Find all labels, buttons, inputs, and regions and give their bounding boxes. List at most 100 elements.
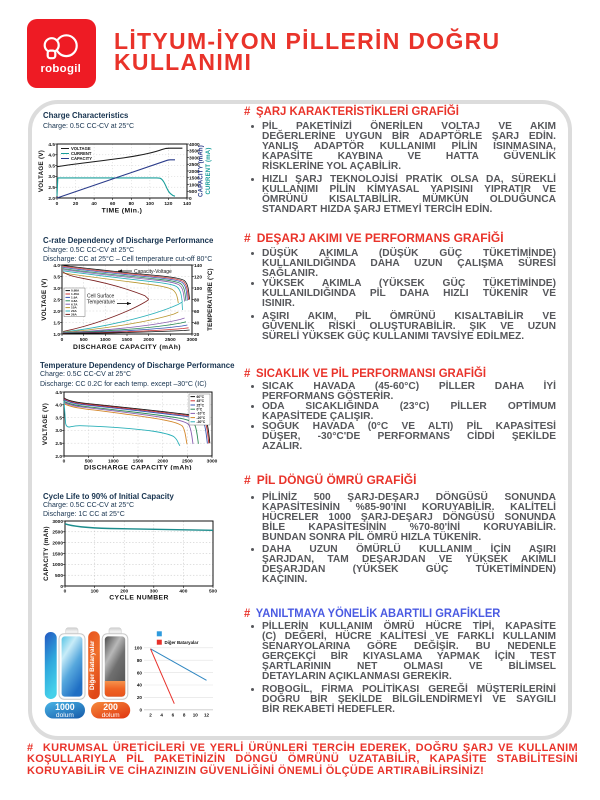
svg-text:Temperature: Temperature <box>87 300 115 306</box>
svg-text:4.0: 4.0 <box>55 403 62 409</box>
svg-text:100: 100 <box>91 589 99 595</box>
svg-text:VOLTAGE (V): VOLTAGE (V) <box>38 150 45 192</box>
svg-text:300: 300 <box>150 589 158 595</box>
svg-text:2.5: 2.5 <box>48 185 55 191</box>
svg-text:20: 20 <box>137 695 143 700</box>
svg-text:VOLTAGE (V): VOLTAGE (V) <box>42 403 49 445</box>
svg-text:3.0: 3.0 <box>55 428 62 434</box>
svg-text:100: 100 <box>134 646 142 651</box>
svg-text:3.8A: 3.8A <box>71 299 78 303</box>
svg-text:CURRENT: CURRENT <box>71 151 92 156</box>
svg-text:2: 2 <box>149 713 152 718</box>
svg-text:10: 10 <box>193 713 199 718</box>
svg-text:6.7A: 6.7A <box>71 302 78 306</box>
svg-text:TEMPERATURE (°C): TEMPERATURE (°C) <box>207 268 214 331</box>
svg-text:2000: 2000 <box>157 459 168 465</box>
svg-text:Diğer Bataryalar: Diğer Bataryalar <box>165 640 199 645</box>
svg-text:4.0: 4.0 <box>53 263 60 269</box>
svg-text:CURRENT (mA): CURRENT (mA) <box>206 147 212 194</box>
svg-text:0: 0 <box>189 196 192 202</box>
svg-text:4: 4 <box>160 713 163 718</box>
svg-text:500: 500 <box>189 189 197 195</box>
svg-text:dolum: dolum <box>56 712 74 719</box>
svg-text:1000: 1000 <box>189 182 200 188</box>
svg-text:1000: 1000 <box>108 459 119 465</box>
svg-text:200: 200 <box>103 702 118 712</box>
svg-text:3.0: 3.0 <box>53 286 60 292</box>
svg-text:3.5: 3.5 <box>48 163 55 169</box>
svg-text:3000: 3000 <box>187 337 198 343</box>
svg-text:6: 6 <box>172 713 175 718</box>
svg-text:40: 40 <box>91 201 97 207</box>
svg-text:80: 80 <box>137 658 143 663</box>
svg-text:0: 0 <box>61 337 64 343</box>
svg-text:120: 120 <box>164 201 172 207</box>
svg-text:500: 500 <box>209 589 217 595</box>
svg-text:500: 500 <box>85 459 93 465</box>
svg-text:80: 80 <box>194 297 200 303</box>
svg-text:CAPACITY: CAPACITY <box>71 156 92 161</box>
svg-text:4.5: 4.5 <box>48 142 55 148</box>
svg-text:2000: 2000 <box>52 541 63 547</box>
svg-text:400: 400 <box>179 589 187 595</box>
svg-text:1.9A: 1.9A <box>71 296 78 300</box>
svg-text:12: 12 <box>204 713 210 718</box>
svg-text:VOLTAGE (V): VOLTAGE (V) <box>41 278 48 320</box>
svg-text:0: 0 <box>63 459 66 465</box>
svg-text:2.5: 2.5 <box>53 297 60 303</box>
svg-text:45°C: 45°C <box>197 399 205 403</box>
svg-text:CYCLE NUMBER: CYCLE NUMBER <box>109 595 169 601</box>
svg-text:3.0: 3.0 <box>48 174 55 180</box>
svg-text:100: 100 <box>146 201 154 207</box>
svg-text:1500: 1500 <box>122 337 133 343</box>
svg-text:VOLTAGE: VOLTAGE <box>71 146 91 151</box>
svg-text:Diğer Bataryalar: Diğer Bataryalar <box>89 640 96 690</box>
svg-text:Capacity-Voltage: Capacity-Voltage <box>134 269 172 275</box>
svg-text:4.5: 4.5 <box>55 390 62 396</box>
svg-text:100: 100 <box>194 286 202 292</box>
svg-text:120: 120 <box>194 274 202 280</box>
svg-text:2.0: 2.0 <box>53 309 60 315</box>
svg-text:0: 0 <box>64 589 67 595</box>
svg-text:40: 40 <box>137 683 143 688</box>
svg-text:1500: 1500 <box>189 176 200 182</box>
svg-text:0: 0 <box>56 201 59 207</box>
svg-text:dolum: dolum <box>102 712 120 719</box>
svg-text:26A: 26A <box>71 313 77 317</box>
svg-text:1.5: 1.5 <box>53 320 60 326</box>
svg-text:Cell Surface: Cell Surface <box>87 294 114 300</box>
svg-text:3.5: 3.5 <box>55 415 62 421</box>
svg-text:DISCHARGE CAPACITY (mAh): DISCHARGE CAPACITY (mAh) <box>73 344 181 351</box>
svg-text:2500: 2500 <box>182 459 193 465</box>
svg-text:1500: 1500 <box>133 459 144 465</box>
svg-text:2.0: 2.0 <box>55 454 62 460</box>
svg-text:1000: 1000 <box>52 562 63 568</box>
svg-text:DISCHARGE CAPACITY (mAh): DISCHARGE CAPACITY (mAh) <box>84 465 192 471</box>
svg-text:500: 500 <box>55 573 63 579</box>
svg-text:2500: 2500 <box>165 337 176 343</box>
svg-text:25°C: 25°C <box>197 403 205 407</box>
svg-text:robogil: robogil <box>40 63 81 75</box>
svg-text:CAPACITY (mAh): CAPACITY (mAh) <box>199 145 205 197</box>
svg-text:0: 0 <box>60 584 63 590</box>
svg-text:CAPACITY (mAh): CAPACITY (mAh) <box>43 526 50 581</box>
svg-text:140: 140 <box>183 201 191 207</box>
svg-text:2000: 2000 <box>189 169 200 175</box>
svg-text:2500: 2500 <box>52 530 63 536</box>
svg-text:60: 60 <box>110 201 116 207</box>
svg-text:500: 500 <box>80 337 88 343</box>
svg-text:1500: 1500 <box>52 551 63 557</box>
svg-text:1.0: 1.0 <box>53 332 60 338</box>
svg-text:8: 8 <box>183 713 186 718</box>
svg-text:20: 20 <box>194 332 200 338</box>
svg-text:60: 60 <box>194 309 200 315</box>
svg-text:1000: 1000 <box>100 337 111 343</box>
svg-text:3.5: 3.5 <box>53 274 60 280</box>
svg-text:80: 80 <box>129 201 135 207</box>
svg-text:1.45A: 1.45A <box>71 292 80 296</box>
svg-text:3500: 3500 <box>189 149 200 155</box>
svg-text:-10°C: -10°C <box>197 412 206 416</box>
svg-text:-30°C: -30°C <box>197 420 206 424</box>
svg-text:-20°C: -20°C <box>197 416 206 420</box>
svg-text:3000: 3000 <box>189 155 200 161</box>
